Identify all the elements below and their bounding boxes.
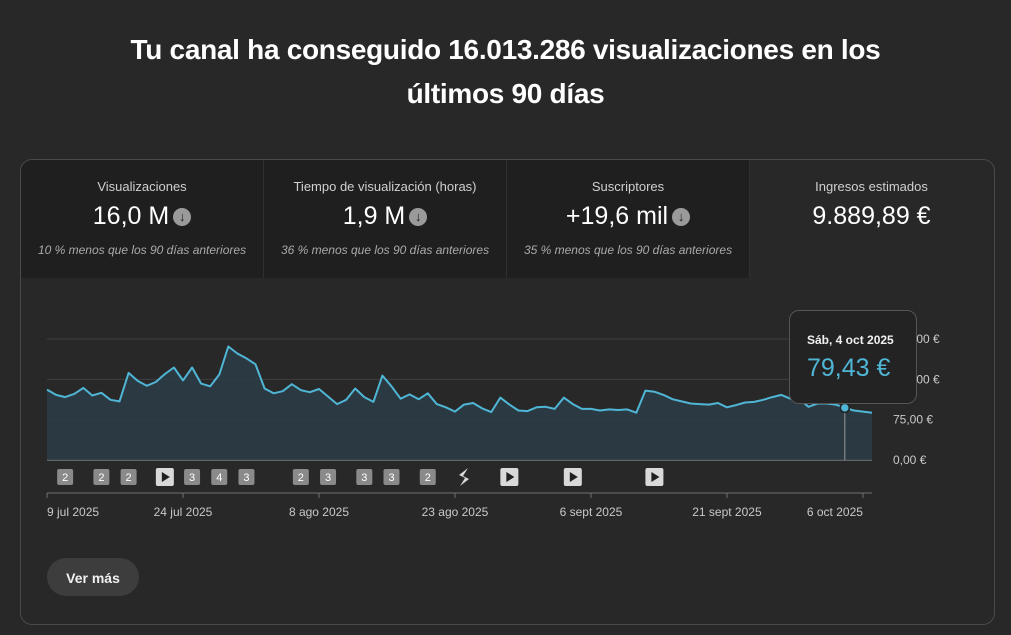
video-count-label: 2 xyxy=(62,472,68,484)
video-count-label: 3 xyxy=(361,472,367,484)
play-icon xyxy=(569,472,578,482)
video-count-badge xyxy=(292,469,309,485)
shorts-icon xyxy=(459,468,470,486)
video-count-label: 4 xyxy=(216,472,222,484)
x-tick-label: 24 jul 2025 xyxy=(154,505,213,519)
video-count-badge xyxy=(184,469,201,485)
x-tick-label: 9 jul 2025 xyxy=(47,505,99,519)
metric-value: +19,6 mil ↓ xyxy=(507,202,749,231)
x-tick-label: 8 ago 2025 xyxy=(289,505,349,519)
arrow-down-icon: ↓ xyxy=(672,208,691,226)
play-icon xyxy=(161,472,170,482)
metric-note: 10 % menos que los 90 días anteriores xyxy=(37,243,247,257)
metric-label: Suscriptores xyxy=(591,179,665,194)
video-count-label: 3 xyxy=(388,472,394,484)
arrow-down-icon: ↓ xyxy=(409,208,428,226)
metric-tab-watch-time[interactable]: Tiempo de visualización (horas) 1,9 M ↓ 3… xyxy=(264,160,507,278)
metric-label: Visualizaciones xyxy=(97,179,187,194)
page-headline: Tu canal ha conseguido 16.013.286 visual… xyxy=(0,28,1011,116)
series-line xyxy=(46,345,873,414)
video-count-badge xyxy=(419,469,436,485)
arrow-down-icon: ↓ xyxy=(173,208,192,226)
video-count-label: 2 xyxy=(126,472,132,484)
video-count-badge xyxy=(57,469,74,485)
video-count-label: 2 xyxy=(298,472,304,484)
metric-tabs: Visualizaciones 16,0 M ↓ 10 % menos que l… xyxy=(21,160,994,278)
video-count-label: 2 xyxy=(98,472,104,484)
chart-tooltip: Sáb, 4 oct 2025 79,43 € xyxy=(789,310,917,404)
see-more-button[interactable]: Ver más xyxy=(47,558,139,596)
y-tick-label: 0,00 € xyxy=(893,453,927,467)
play-icon xyxy=(506,472,515,482)
metric-tab-subscribers[interactable]: Suscriptores +19,6 mil ↓ 35 % menos que l… xyxy=(507,160,750,278)
video-count-badge xyxy=(383,469,400,485)
headline-line-1: Tu canal ha conseguido 16.013.286 visual… xyxy=(130,34,881,65)
video-count-badge xyxy=(93,469,110,485)
series-area xyxy=(47,346,872,460)
video-count-label: 3 xyxy=(189,472,195,484)
video-count-label: 2 xyxy=(425,472,431,484)
x-tick-label: 6 oct 2025 xyxy=(807,505,863,519)
metric-value: 16,0 M ↓ xyxy=(21,202,263,231)
video-count-label: 3 xyxy=(243,472,249,484)
tooltip-value: 79,43 € xyxy=(807,354,891,382)
video-count-badge xyxy=(320,469,337,485)
metric-label: Tiempo de visualización (horas) xyxy=(293,179,477,194)
video-count-badge xyxy=(211,469,228,485)
x-tick-label: 23 ago 2025 xyxy=(422,505,489,519)
metric-tab-revenue[interactable]: Ingresos estimados 9.889,89 € xyxy=(750,160,993,278)
metric-note: 36 % menos que los 90 días anteriores xyxy=(280,243,490,257)
x-tick-label: 6 sept 2025 xyxy=(560,505,623,519)
play-icon xyxy=(651,472,660,482)
video-count-label: 3 xyxy=(325,472,331,484)
metric-label: Ingresos estimados xyxy=(815,179,928,194)
video-count-badge xyxy=(238,469,255,485)
hover-point xyxy=(839,402,851,414)
tooltip-date: Sáb, 4 oct 2025 xyxy=(807,333,894,347)
metric-value: 9.889,89 € xyxy=(812,202,931,230)
video-count-badge xyxy=(356,469,373,485)
video-count-badge xyxy=(120,469,137,485)
headline-line-2: últimos 90 días xyxy=(406,78,605,109)
metric-tab-views[interactable]: Visualizaciones 16,0 M ↓ 10 % menos que l… xyxy=(21,160,264,278)
y-tick-label: 75,00 € xyxy=(893,413,933,427)
metric-value: 1,9 M ↓ xyxy=(264,202,506,231)
x-tick-label: 21 sept 2025 xyxy=(692,505,762,519)
metric-note: 35 % menos que los 90 días anteriores xyxy=(523,243,733,257)
